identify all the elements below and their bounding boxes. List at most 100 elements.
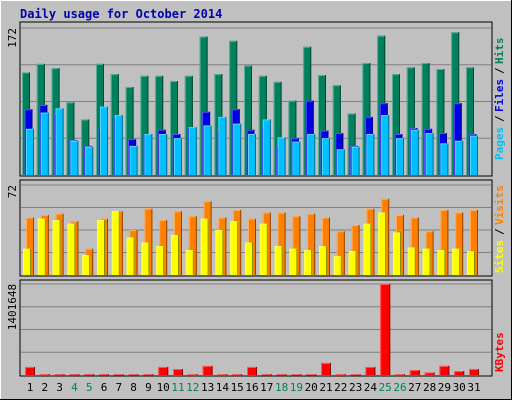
legend-sites: Sites (493, 240, 506, 273)
kbytes-bar (143, 374, 154, 376)
kbytes-bar (99, 374, 109, 376)
day-label: 1 (27, 381, 34, 394)
legend-kbytes: KBytes (493, 332, 506, 372)
sites-bar (171, 235, 179, 275)
pages-bar (159, 133, 168, 175)
pages-bar (85, 146, 94, 175)
sites-bar (215, 230, 224, 275)
sites-bar (437, 250, 446, 275)
day-label: 10 (157, 381, 170, 394)
pages-bar (425, 133, 434, 175)
pages-bar (396, 138, 404, 175)
y-axis-max-label: 172 (6, 28, 19, 48)
sites-bar (407, 247, 416, 275)
kbytes-bar (39, 374, 50, 376)
day-label: 29 (438, 381, 451, 394)
sites-bar (333, 256, 342, 275)
kbytes-bar (247, 366, 257, 375)
pages-bar (188, 127, 197, 175)
day-label: 21 (319, 381, 332, 394)
kbytes-bar (25, 366, 35, 375)
sites-bar (378, 212, 387, 275)
sites-bar (37, 218, 46, 275)
day-label: 15 (231, 381, 244, 394)
day-label: 11 (171, 381, 184, 394)
day-label: 12 (186, 381, 199, 394)
kbytes-bar (321, 362, 331, 375)
sites-bar (126, 237, 135, 275)
sites-bar (97, 220, 105, 275)
day-label: 19 (290, 381, 303, 394)
pages-bar (277, 137, 286, 175)
sites-bar (363, 223, 372, 275)
pages-bar (410, 129, 419, 175)
kbytes-bar (291, 374, 302, 376)
kbytes-bar (217, 374, 228, 376)
sites-bar (319, 246, 327, 275)
day-label: 24 (364, 381, 378, 394)
day-label: 22 (334, 381, 347, 394)
kbytes-bar (335, 374, 346, 376)
pages-bar (351, 146, 360, 175)
sites-bar (200, 218, 209, 275)
kbytes-bar (173, 369, 183, 375)
pages-bar (144, 133, 153, 175)
day-label: 3 (56, 381, 63, 394)
kbytes-bar (454, 371, 465, 375)
pages-bar (40, 112, 49, 175)
pages-bar (322, 138, 330, 175)
pages-bar (381, 115, 390, 175)
pages-bar (218, 116, 227, 175)
pages-bar (307, 133, 316, 175)
pages-bar (26, 128, 34, 175)
day-label: 5 (86, 381, 93, 394)
day-label: 13 (201, 381, 214, 394)
day-label: 20 (305, 381, 318, 394)
day-label: 7 (115, 381, 122, 394)
sites-bar (67, 223, 76, 275)
pages-bar (248, 133, 256, 175)
kbytes-bar (232, 374, 243, 376)
sites-bar (452, 248, 461, 275)
pages-bar (455, 140, 464, 175)
sites-bar (348, 251, 357, 275)
y-axis-max-label: 72 (6, 185, 19, 198)
pages-bar (440, 143, 449, 175)
chart-title: Daily usage for October 2014 (20, 7, 222, 21)
kbytes-bar (424, 372, 435, 375)
kbytes-bar (69, 374, 80, 376)
visits-bar (188, 216, 197, 275)
sites-bar (422, 248, 431, 275)
legend-pages: Pages (493, 127, 506, 160)
sites-bar (141, 242, 150, 275)
sites-bar (274, 246, 283, 275)
day-label: 9 (145, 381, 152, 394)
day-label: 27 (408, 381, 421, 394)
day-label: 31 (467, 381, 480, 394)
day-label: 17 (260, 381, 273, 394)
day-label: 16 (245, 381, 258, 394)
sites-bar (52, 220, 61, 275)
pages-bar (470, 135, 478, 175)
day-label: 6 (101, 381, 108, 394)
kbytes-bar (276, 374, 287, 376)
panel-kbytes (19, 279, 493, 377)
day-label: 14 (216, 381, 230, 394)
day-label: 28 (423, 381, 436, 394)
kbytes-bar (350, 374, 361, 376)
pages-bar (55, 108, 64, 175)
kbytes-bar (84, 374, 95, 376)
legend-files: Files (493, 79, 506, 112)
sites-bar (185, 250, 194, 275)
sites-bar (23, 248, 31, 275)
legend-separator: / (493, 115, 506, 122)
y-axis-max-label: 1401648 (6, 284, 19, 330)
pages-bar (100, 106, 108, 175)
sites-bar (156, 246, 165, 275)
legend-visits: Visits (493, 185, 506, 225)
sites-bar (230, 221, 239, 275)
kbytes-bar (54, 374, 65, 376)
day-label: 25 (379, 381, 392, 394)
kbytes-bar (439, 365, 450, 375)
